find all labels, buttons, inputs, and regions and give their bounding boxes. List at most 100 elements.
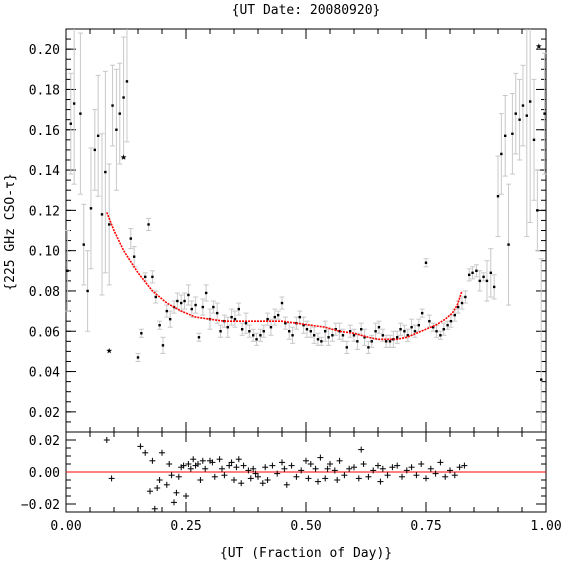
data-point bbox=[341, 334, 345, 337]
data-point bbox=[72, 102, 76, 105]
data-point bbox=[377, 326, 381, 329]
data-point bbox=[543, 112, 546, 115]
data-point bbox=[115, 128, 118, 131]
residual-point bbox=[250, 465, 257, 472]
residual-point bbox=[233, 464, 240, 471]
data-point bbox=[475, 269, 478, 272]
residual-point bbox=[255, 473, 261, 480]
data-point bbox=[428, 319, 431, 323]
residual-point bbox=[358, 446, 365, 453]
data-point bbox=[367, 346, 370, 349]
residual-point bbox=[226, 462, 233, 469]
residual-point bbox=[437, 459, 444, 466]
main-panel: 0.02 0.04 0.06 0.08 0.10 0.12 0.14 0.16 0.18 0.20… bbox=[29, 28, 548, 433]
residual-point bbox=[163, 481, 170, 488]
data-point bbox=[514, 112, 517, 115]
x-tick-label: 0.50 bbox=[290, 519, 321, 534]
residual-point bbox=[274, 470, 281, 477]
data-point bbox=[255, 338, 258, 341]
residual-point bbox=[219, 465, 225, 472]
y-tick-label: 0.12 bbox=[29, 204, 60, 219]
data-point bbox=[291, 334, 294, 337]
data-point bbox=[194, 303, 197, 307]
data-point bbox=[485, 279, 489, 283]
residual-point bbox=[159, 449, 165, 456]
residual-point bbox=[173, 489, 180, 496]
residual-point bbox=[334, 477, 341, 483]
data-point bbox=[309, 330, 312, 333]
residual-point bbox=[279, 459, 285, 466]
data-point bbox=[338, 330, 341, 333]
residual-point bbox=[202, 465, 209, 472]
residual-point bbox=[151, 505, 158, 512]
data-point bbox=[276, 313, 280, 317]
data-point bbox=[125, 80, 129, 83]
residual-point bbox=[451, 472, 458, 479]
residual-point bbox=[312, 465, 319, 472]
data-point bbox=[536, 209, 539, 212]
residual-point bbox=[259, 480, 266, 487]
data-point bbox=[331, 334, 334, 337]
data-point bbox=[79, 112, 82, 115]
data-point bbox=[453, 313, 456, 317]
residual-point bbox=[432, 470, 439, 477]
data-point bbox=[108, 223, 111, 226]
residual-point bbox=[269, 462, 276, 469]
data-point bbox=[518, 118, 521, 121]
residual-point bbox=[408, 464, 415, 471]
x-axis-label: {UT (Fraction of Day)} bbox=[220, 546, 392, 561]
data-point bbox=[381, 334, 384, 337]
data-point bbox=[190, 307, 193, 311]
residual-point bbox=[298, 467, 305, 474]
data-point bbox=[312, 334, 316, 337]
data-point bbox=[233, 317, 237, 321]
residual-point bbox=[293, 473, 300, 480]
x-tick-label: 0.75 bbox=[410, 519, 441, 534]
data-point bbox=[237, 307, 240, 311]
data-point bbox=[176, 299, 179, 303]
residual-point bbox=[103, 437, 110, 443]
data-point bbox=[158, 324, 161, 327]
data-point bbox=[230, 315, 233, 319]
data-point bbox=[96, 134, 100, 137]
data-point bbox=[439, 334, 442, 337]
data-point bbox=[269, 326, 273, 329]
data-point bbox=[507, 243, 510, 246]
data-point bbox=[104, 170, 107, 174]
residual-point bbox=[360, 461, 367, 467]
residual-point bbox=[190, 456, 197, 463]
data-point bbox=[100, 213, 104, 216]
residual-point bbox=[252, 470, 259, 477]
data-point bbox=[360, 328, 363, 331]
residual-point bbox=[305, 475, 312, 482]
residual-point bbox=[377, 478, 384, 485]
residual-point bbox=[142, 449, 149, 456]
data-point bbox=[316, 338, 320, 341]
residual-point bbox=[399, 473, 405, 480]
residual-point bbox=[327, 461, 333, 467]
residual-point bbox=[307, 461, 314, 467]
data-point bbox=[165, 309, 168, 313]
data-point bbox=[144, 275, 147, 279]
residual-point bbox=[322, 475, 329, 482]
residual-point bbox=[216, 456, 223, 463]
residual-point bbox=[355, 475, 362, 482]
data-point bbox=[154, 295, 157, 299]
residual-point bbox=[317, 454, 324, 461]
residual-point bbox=[166, 461, 173, 467]
residual-point bbox=[154, 485, 161, 491]
data-point bbox=[442, 328, 445, 331]
res-y-tick-label: −0.02 bbox=[21, 498, 60, 513]
data-point bbox=[403, 330, 406, 333]
data-point bbox=[69, 122, 72, 125]
data-point bbox=[180, 301, 183, 305]
data-point bbox=[262, 330, 265, 333]
residual-point bbox=[341, 472, 348, 479]
residual-point bbox=[147, 488, 153, 495]
x-tick-label: 1.00 bbox=[530, 519, 561, 534]
data-point bbox=[482, 275, 485, 279]
residual-point bbox=[197, 477, 204, 483]
residual-point bbox=[245, 467, 252, 474]
error-bar bbox=[124, 29, 130, 143]
